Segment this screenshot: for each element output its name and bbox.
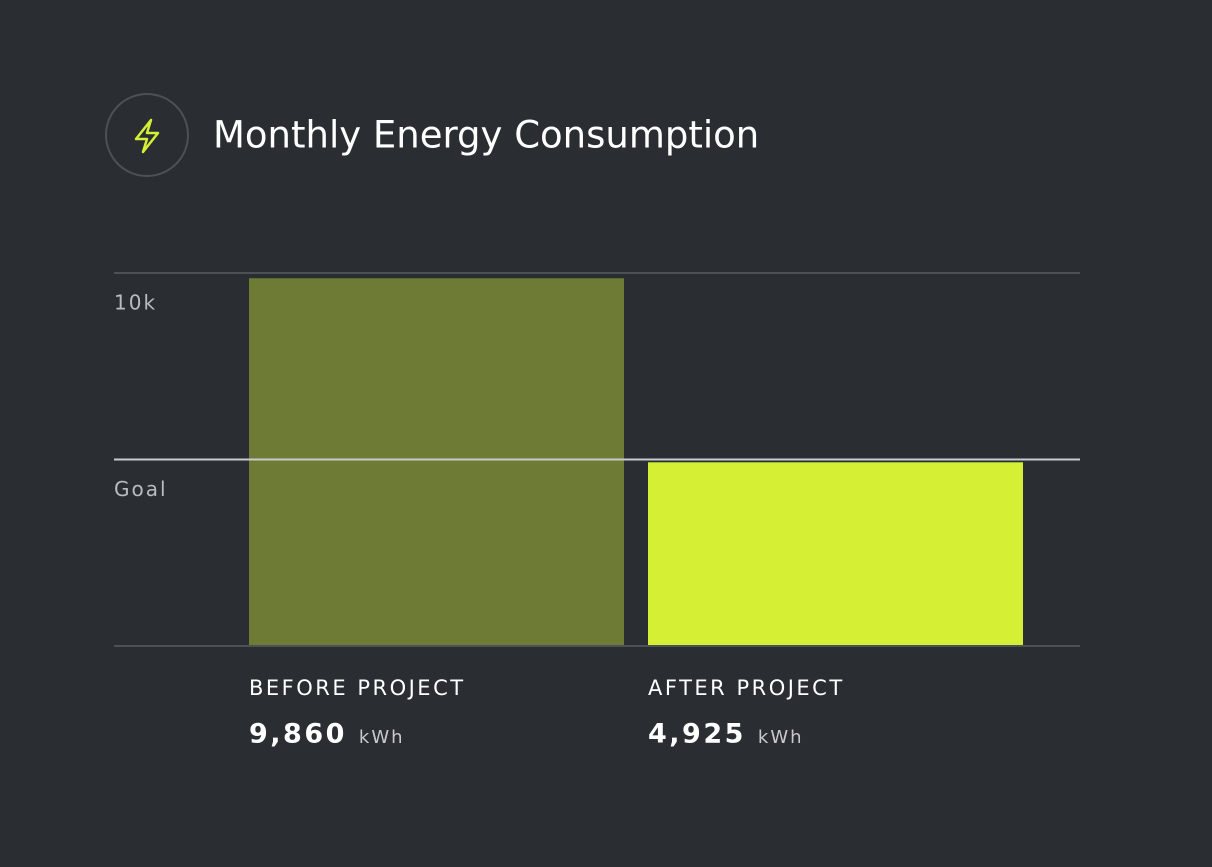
unit-label: kWh <box>359 727 405 748</box>
y-tick-label: Goal <box>114 477 168 501</box>
chart-title: Monthly Energy Consumption <box>213 114 759 157</box>
category-label: BEFORE PROJECT <box>249 676 466 700</box>
bars <box>249 278 1023 646</box>
value-label: 9,860 <box>249 719 347 750</box>
grid <box>114 272 1080 461</box>
bolt-icon <box>134 118 160 154</box>
labels: 10k Goal BEFORE PROJECT 9,860 kWh AFTER PROJE… <box>114 291 845 750</box>
value-label: 4,925 <box>648 719 746 750</box>
unit-label: kWh <box>758 727 804 748</box>
bar <box>249 278 624 646</box>
category-label: AFTER PROJECT <box>648 676 845 700</box>
y-tick-label: 10k <box>114 291 157 315</box>
icon-ring <box>105 93 189 177</box>
bar <box>648 462 1023 646</box>
